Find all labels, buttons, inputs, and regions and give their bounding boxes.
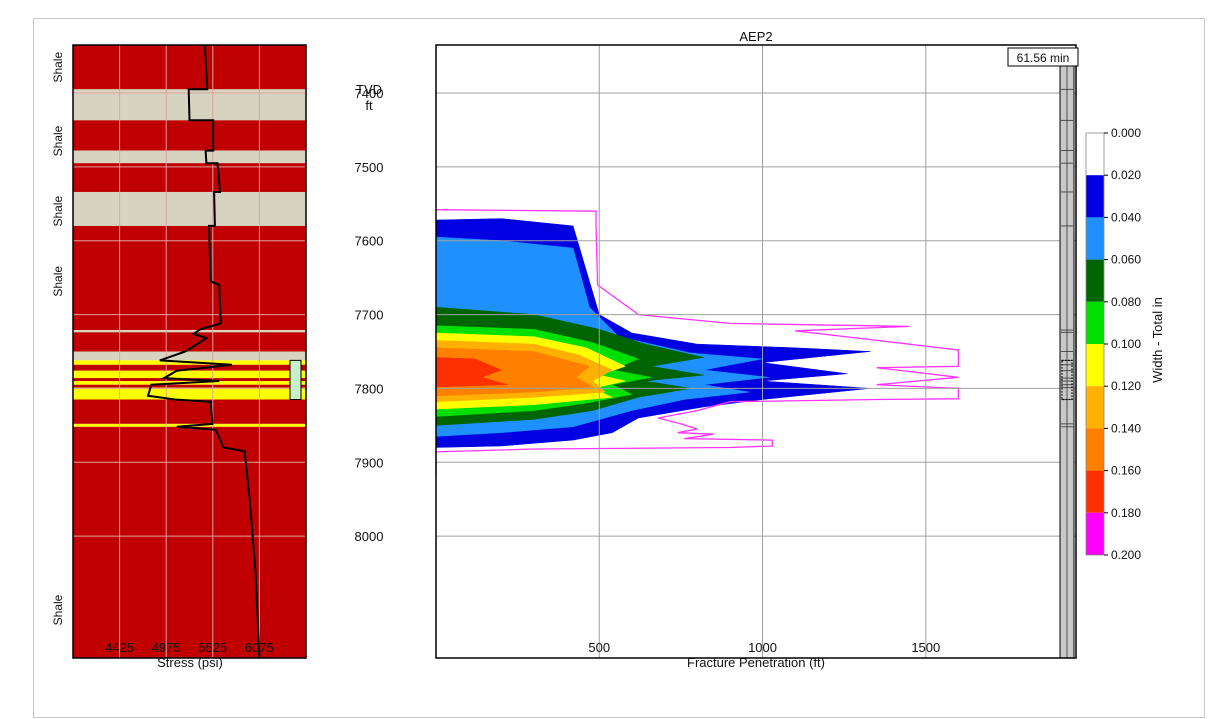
- stress-x-tick-labels: 4425 4975 5525 6075: [105, 640, 274, 655]
- formation-label-1: Shale: [51, 125, 65, 156]
- formation-label-0: Shale: [51, 52, 65, 83]
- layer-shale-0: [73, 45, 306, 90]
- fracture-x-tick-labels: 500 1000 1500: [588, 640, 940, 655]
- colorbar-tick-label-7: 0.140: [1111, 421, 1141, 435]
- colorbar-swatch-9: [1086, 512, 1104, 555]
- colorbar-swatch-4: [1086, 301, 1104, 344]
- layer-pay-12: [73, 370, 306, 379]
- colorbar-swatch-0: [1086, 133, 1104, 176]
- layer-pay-16: [73, 387, 306, 400]
- layer-shale-4: [73, 163, 306, 192]
- frac-y-tick-3: 7700: [355, 308, 384, 323]
- colorbar-swatch-7: [1086, 428, 1104, 471]
- formation-labels: Shale Shale Shale Shale Shale: [51, 52, 65, 626]
- frac-y-tick-0: 7400: [355, 86, 384, 101]
- stress-x-tick-0: 4425: [105, 640, 134, 655]
- colorbar-tick-label-5: 0.100: [1111, 337, 1141, 351]
- stress-x-tick-1: 4975: [152, 640, 181, 655]
- time-box: 61.56 min: [1007, 47, 1079, 67]
- layer-shale-11: [73, 364, 306, 371]
- layer-shale-17: [73, 399, 306, 424]
- colorbar-swatch-3: [1086, 259, 1104, 302]
- frac-y-tick-5: 7900: [355, 455, 384, 470]
- stress-x-tick-2: 5525: [198, 640, 227, 655]
- colorbar-tick-label-4: 0.080: [1111, 295, 1141, 309]
- tvd-label: TVD: [356, 82, 382, 97]
- frac-x-tick-0: 500: [588, 640, 610, 655]
- wellbore-track: [1059, 44, 1075, 659]
- stress-panel: Shale Shale Shale Shale Shale 4425 4975 5525 60…: [51, 44, 307, 670]
- layer-shale-15: [73, 384, 306, 388]
- frac-y-tick-4: 7800: [355, 381, 384, 396]
- fracture-x-axis-label: Fracture Penetration (ft): [687, 655, 825, 670]
- layer-sand-7: [73, 330, 306, 333]
- ft-label: ft: [365, 98, 373, 113]
- formation-label-4: Shale: [51, 594, 65, 625]
- formation-label-2: Shale: [51, 196, 65, 227]
- layer-sand-3: [73, 150, 306, 164]
- time-label: 61.56 min: [1017, 51, 1070, 65]
- colorbar-tick-label-8: 0.160: [1111, 464, 1141, 478]
- colorbar-swatch-6: [1086, 386, 1104, 429]
- frac-y-tick-1: 7500: [355, 160, 384, 175]
- frac-x-tick-1: 1000: [748, 640, 777, 655]
- chart-title: AEP2: [739, 29, 772, 44]
- colorbar-swatch-2: [1086, 217, 1104, 260]
- fracture-y-tick-labels: 7400 7500 7600 7700 7800 7900 8000: [355, 86, 384, 544]
- layer-sand-9: [73, 351, 306, 361]
- colorbar-swatch-5: [1086, 344, 1104, 387]
- frac-x-tick-2: 1500: [911, 640, 940, 655]
- stress-layers: [73, 45, 306, 658]
- figure-frame: [33, 18, 1205, 718]
- colorbar-tick-label-0: 0.000: [1111, 126, 1141, 140]
- formation-label-3: Shale: [51, 266, 65, 297]
- layer-shale-6: [73, 225, 306, 331]
- fracture-envelope: [435, 209, 960, 476]
- colorbar-swatch-8: [1086, 470, 1104, 513]
- frac-y-tick-2: 7600: [355, 234, 384, 249]
- fracture-panel: AEP2 61.56 min TVD ft 7400 7500 7600 7700 78…: [355, 29, 1079, 670]
- width-contours: [435, 218, 871, 448]
- layer-shale-19: [73, 426, 306, 658]
- fracture-panel-border: [435, 44, 1077, 659]
- colorbar-tick-label-10: 0.200: [1111, 548, 1141, 562]
- layer-shale-2: [73, 120, 306, 151]
- stress-x-axis-label: Stress (psi): [157, 655, 223, 670]
- colorbar-tick-label-3: 0.060: [1111, 253, 1141, 267]
- fracture-grid: [436, 45, 1076, 658]
- colorbar-tick-label-6: 0.120: [1111, 379, 1141, 393]
- layer-shale-8: [73, 332, 306, 352]
- layer-sand-5: [73, 191, 306, 226]
- frac-y-tick-6: 8000: [355, 529, 384, 544]
- colorbar-swatch-1: [1086, 175, 1104, 218]
- colorbar: 0.000 0.020 0.040 0.060 0.080 0.100 0.120 0.140…: [1085, 126, 1141, 562]
- colorbar-tick-label-2: 0.040: [1111, 210, 1141, 224]
- colorbar-tick-label-1: 0.020: [1111, 168, 1141, 182]
- stress-curve: [146, 44, 261, 659]
- stress-x-tick-3: 6075: [245, 640, 274, 655]
- stress-panel-border: [72, 44, 307, 659]
- colorbar-tick-label-9: 0.180: [1111, 506, 1141, 520]
- perforation-marker: [289, 359, 302, 401]
- colorbar-label: Width - Total in: [1150, 297, 1165, 383]
- wellbore-perforations: [1061, 359, 1073, 401]
